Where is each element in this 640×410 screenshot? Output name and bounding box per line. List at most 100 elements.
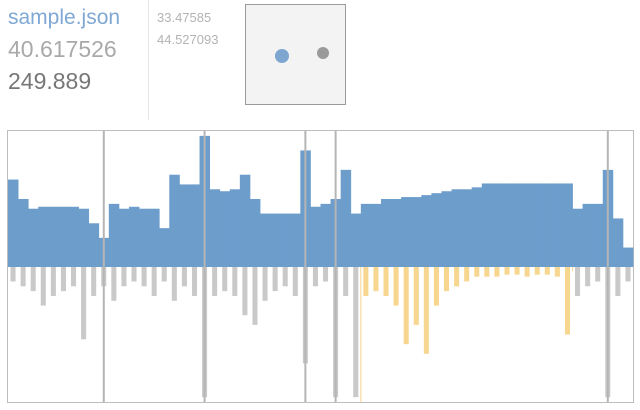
lower-bar (292, 267, 298, 296)
lower-bar (605, 267, 611, 398)
upper-bar (360, 203, 372, 267)
lower-bar (625, 267, 631, 282)
lower-bar (575, 267, 581, 296)
upper-bar (149, 208, 160, 267)
lower-bar (302, 267, 308, 364)
lower-bar (131, 267, 137, 282)
upper-bar (471, 187, 483, 267)
lower-bar-highlight (504, 267, 510, 275)
upper-bar (370, 203, 382, 267)
lower-bar (111, 267, 117, 301)
upper-bar (209, 189, 221, 267)
upper-bar (108, 203, 120, 267)
upper-bar (481, 183, 493, 267)
upper-bar (270, 213, 281, 267)
upper-bar (542, 183, 553, 267)
upper-bar (522, 183, 533, 267)
lower-bar (312, 267, 318, 287)
upper-bar (572, 208, 583, 267)
lower-bar-highlight (534, 267, 540, 275)
lower-bar (242, 267, 248, 316)
dot-blue (275, 49, 289, 63)
upper-bar (18, 199, 29, 267)
upper-bar (38, 206, 49, 267)
upper-bar (219, 191, 231, 267)
upper-bar (249, 199, 261, 267)
upper-bar (612, 218, 624, 267)
upper-bar (411, 197, 422, 267)
upper-bar (391, 199, 402, 267)
upper-bar (260, 213, 271, 267)
lower-bar-highlight (544, 267, 550, 275)
lower-bar-highlight (413, 267, 419, 325)
upper-bar (512, 183, 523, 267)
upper-bar (179, 184, 190, 267)
upper-bar (501, 183, 513, 267)
upper-bar (239, 174, 251, 267)
lower-bar (353, 267, 359, 398)
file-name: sample.json (8, 6, 121, 29)
lower-bar (272, 267, 278, 292)
lower-bar (191, 267, 198, 296)
lower-bar-highlight (464, 267, 470, 282)
upper-bar (592, 203, 604, 267)
lower-bar (615, 267, 621, 296)
upper-bar (552, 183, 563, 267)
upper-bar (189, 184, 200, 267)
lower-bar-highlight (423, 267, 429, 354)
upper-bar (431, 193, 442, 267)
lower-bar-highlight (524, 267, 530, 277)
lower-bar (262, 267, 268, 301)
upper-bar (199, 135, 211, 267)
upper-bar (451, 189, 463, 267)
lower-bar (202, 267, 208, 398)
upper-bar (48, 206, 59, 267)
upper-bar (88, 223, 100, 267)
upper-bar (229, 189, 241, 267)
lower-bar (141, 267, 147, 287)
lower-bar (121, 267, 127, 287)
upper-bar (380, 199, 392, 267)
upper-bar (401, 197, 412, 267)
upper-bar (582, 203, 594, 267)
lower-bar (282, 267, 288, 287)
lower-bar-highlight (474, 267, 480, 277)
upper-bar (562, 183, 573, 267)
lower-bar-highlight (494, 267, 500, 277)
upper-bar (169, 174, 180, 267)
upper-bar (330, 199, 342, 267)
lower-bar (20, 267, 26, 287)
lower-bar (161, 267, 167, 282)
waveform-frame (7, 130, 634, 403)
lower-bar (212, 267, 218, 296)
lower-bar-highlight (433, 267, 439, 306)
upper-bar (98, 237, 110, 267)
lower-bar-highlight (454, 267, 460, 287)
upper-bar (28, 208, 39, 267)
lower-bar (323, 267, 329, 282)
upper-bar (290, 213, 301, 267)
lower-bar (222, 267, 228, 292)
upper-bar (280, 213, 291, 267)
lower-bar (232, 267, 238, 296)
lower-bar (30, 267, 36, 292)
lower-bar-highlight (383, 267, 389, 296)
lower-bar-highlight (564, 267, 570, 335)
lower-bar (91, 267, 97, 296)
coordinate: 33.47585 (157, 10, 212, 25)
upper-bar (532, 183, 543, 267)
primary-value: 40.617526 (8, 36, 117, 62)
upper-bar (320, 203, 331, 267)
lower-bar (40, 267, 46, 306)
position-box[interactable] (245, 4, 346, 105)
upper-bar (340, 169, 352, 267)
upper-bar (58, 206, 69, 267)
lower-bar-highlight (443, 267, 450, 292)
lower-bar (171, 267, 177, 301)
lower-bar (71, 267, 77, 287)
lower-bar (181, 267, 187, 287)
secondary-value: 249.889 (8, 68, 92, 94)
lower-bar-highlight (403, 267, 409, 345)
upper-bar (441, 191, 452, 267)
